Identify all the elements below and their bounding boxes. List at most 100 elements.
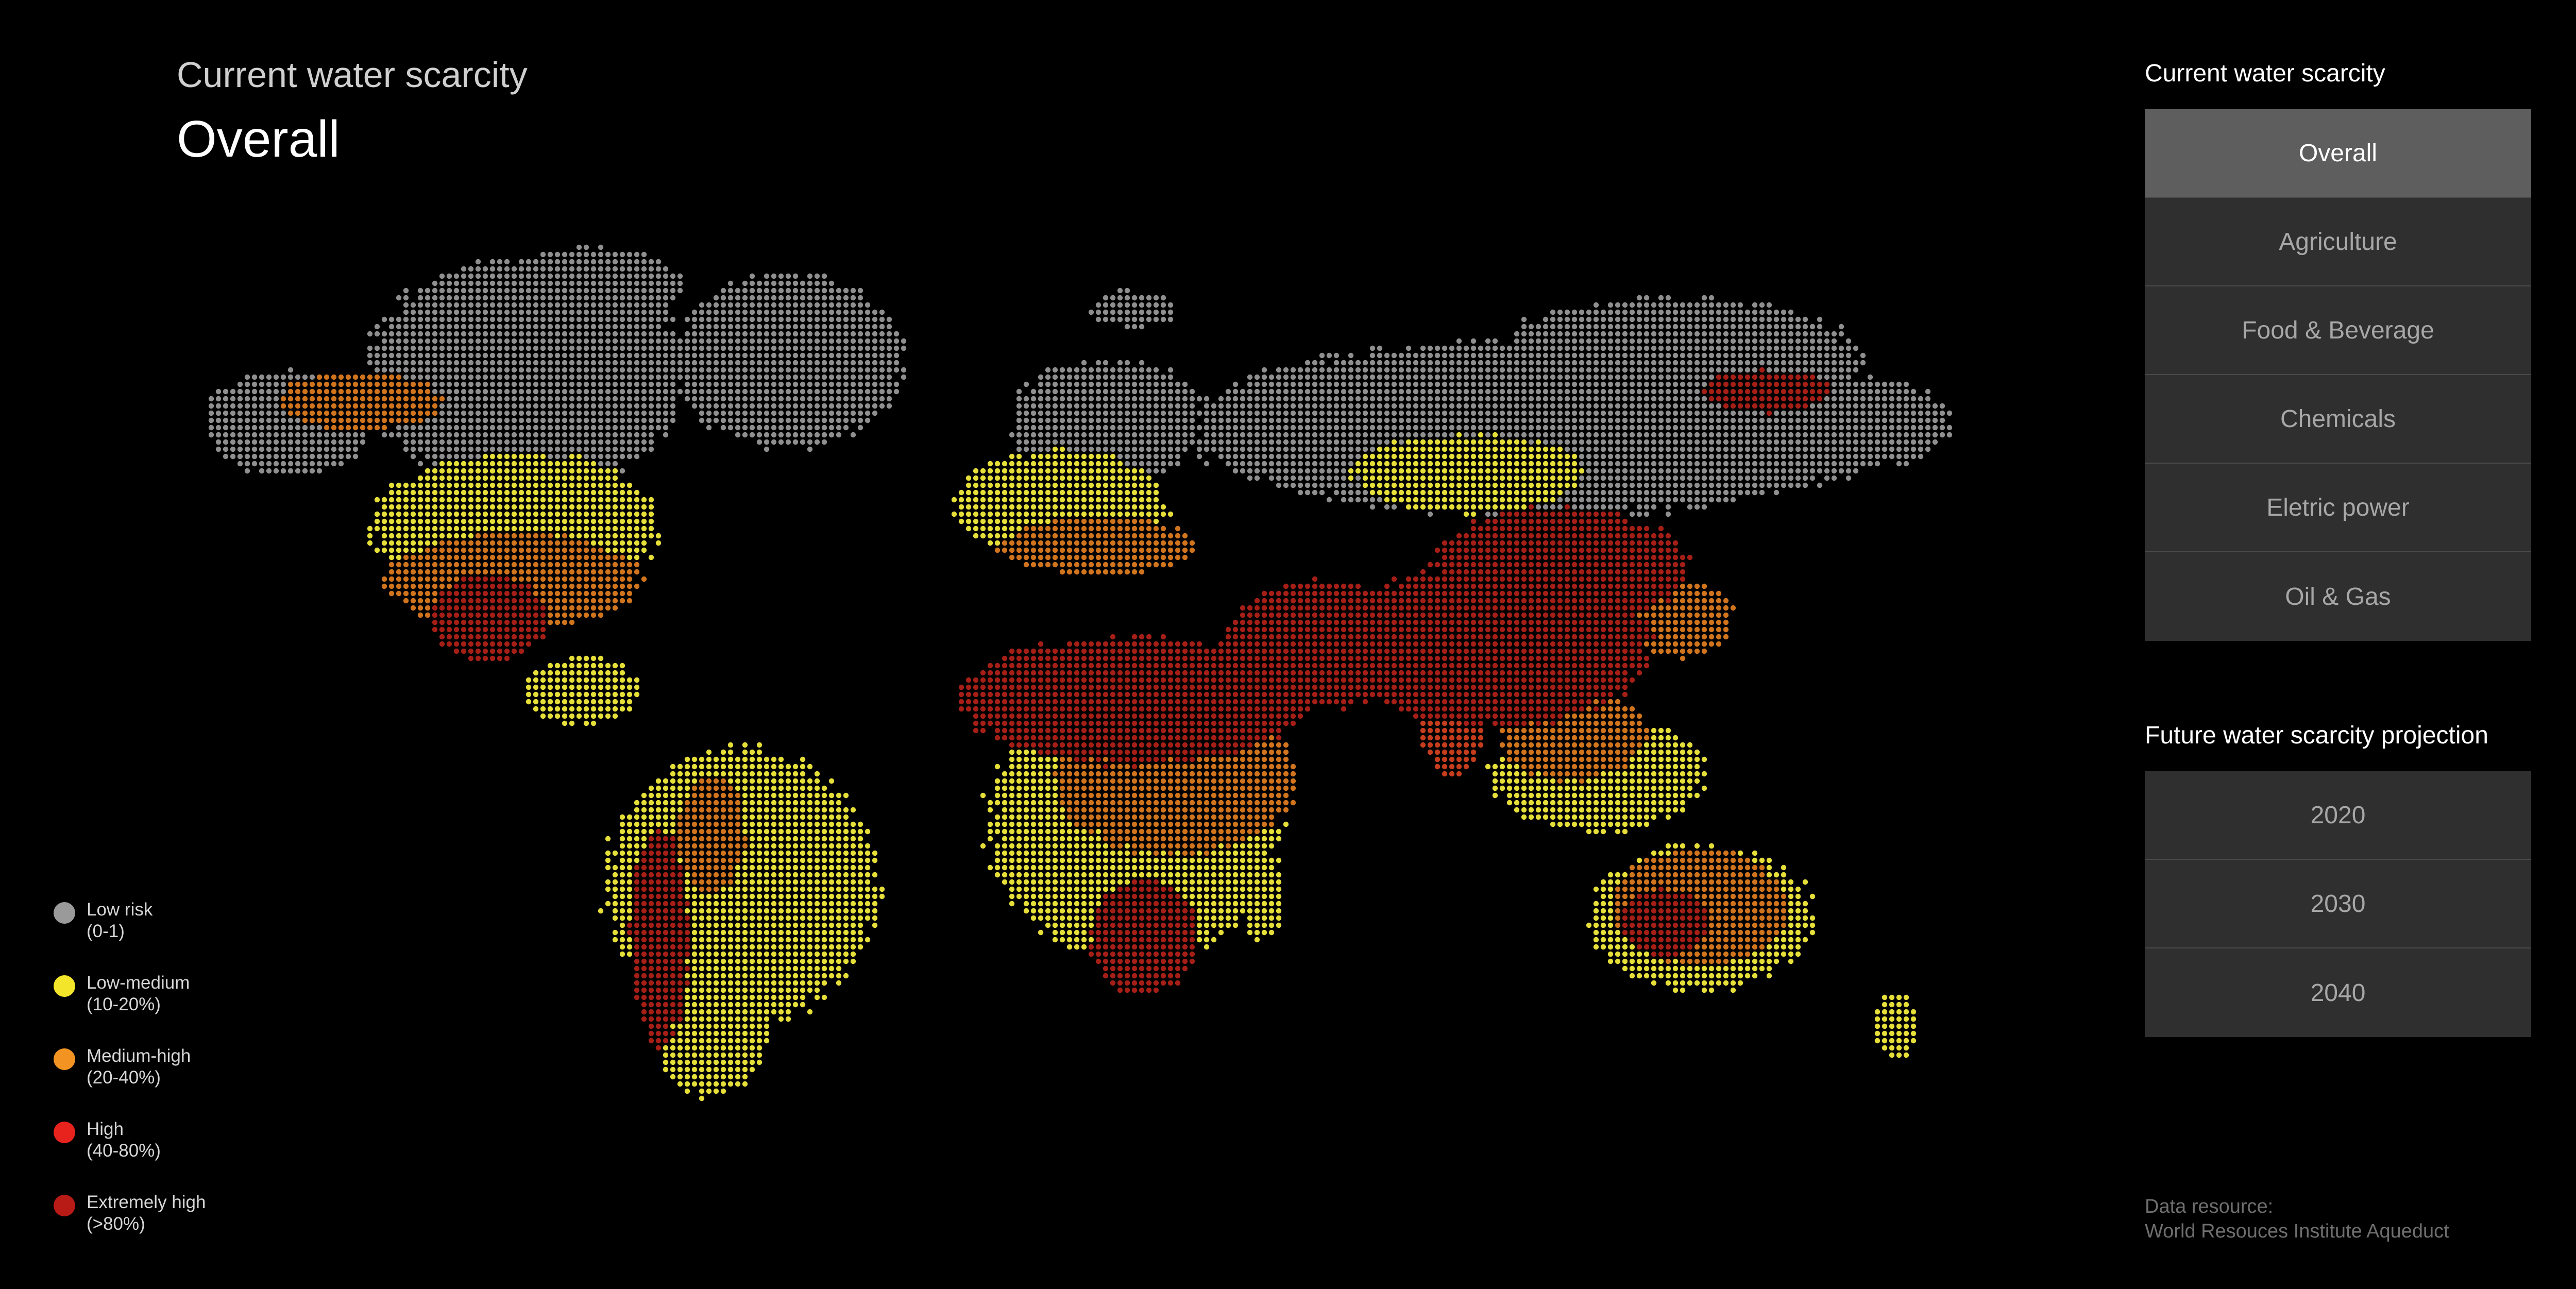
- map-dot: [1348, 432, 1354, 438]
- map-dot: [482, 468, 488, 474]
- map-dot: [554, 410, 561, 416]
- map-dot: [1182, 417, 1188, 423]
- map-dot: [1268, 396, 1275, 402]
- map-dot: [511, 482, 517, 488]
- map-dot: [1571, 403, 1578, 409]
- map-dot: [814, 316, 820, 323]
- map-dot: [1716, 475, 1722, 481]
- map-dot: [1860, 432, 1866, 438]
- map-dot: [1088, 468, 1094, 474]
- map-dot: [244, 403, 250, 409]
- map-dot: [1622, 302, 1628, 308]
- map-dot: [1564, 367, 1570, 373]
- map-dot: [634, 302, 640, 308]
- map-dot: [1651, 324, 1657, 330]
- map-dot: [1254, 388, 1260, 395]
- map-dot: [872, 324, 878, 330]
- map-dot: [461, 497, 467, 503]
- map-dot: [821, 324, 827, 330]
- map-dot: [1391, 461, 1397, 467]
- map-dot: [1867, 388, 1873, 395]
- map-dot: [1845, 446, 1852, 452]
- map-dot: [1485, 381, 1491, 387]
- map-dot: [1211, 417, 1217, 423]
- map-dot: [1319, 489, 1325, 496]
- map-dot: [1658, 453, 1664, 460]
- map-dot: [1752, 374, 1758, 380]
- map-dot: [388, 432, 395, 438]
- map-dot: [1882, 388, 1888, 395]
- map-dot: [1593, 331, 1599, 337]
- map-dot: [699, 396, 705, 402]
- map-dot: [691, 396, 698, 402]
- map-dot: [727, 295, 734, 301]
- map-dot: [634, 338, 640, 344]
- map-dot: [1716, 374, 1722, 380]
- map-dot: [1564, 425, 1570, 431]
- map-dot: [1312, 396, 1318, 402]
- map-dot: [1831, 381, 1837, 387]
- map-dot: [1066, 461, 1073, 467]
- map-dot: [396, 345, 402, 351]
- map-dot: [1384, 482, 1390, 488]
- map-dot: [1117, 287, 1123, 294]
- map-dot: [1088, 403, 1094, 409]
- map-dot: [1297, 432, 1303, 438]
- map-dot: [590, 461, 597, 467]
- map-dot: [381, 367, 387, 373]
- map-dot: [720, 302, 726, 308]
- map-dot: [1896, 439, 1902, 445]
- map-dot: [482, 331, 488, 337]
- map-dot: [345, 453, 351, 460]
- map-dot: [1708, 381, 1715, 387]
- map-dot: [1759, 367, 1765, 373]
- map-dot: [1117, 388, 1123, 395]
- map-dot: [1867, 461, 1873, 467]
- map-dot: [1384, 425, 1390, 431]
- map-dot: [605, 251, 611, 258]
- map-dot: [1434, 453, 1440, 460]
- map-dot: [475, 453, 481, 460]
- map-dot: [706, 324, 712, 330]
- map-dot: [1045, 439, 1051, 445]
- map-dot: [1809, 432, 1816, 438]
- map-dot: [1694, 316, 1700, 323]
- map-dot: [749, 324, 755, 330]
- map-dot: [547, 287, 553, 294]
- map-dot: [287, 425, 294, 431]
- map-dot: [1571, 439, 1578, 445]
- map-dot: [605, 489, 611, 496]
- map-dot: [1413, 360, 1419, 366]
- map-dot: [1860, 453, 1866, 460]
- map-dot: [1377, 417, 1383, 423]
- map-dot: [1593, 439, 1599, 445]
- map-dot: [612, 280, 618, 286]
- map-dot: [1528, 374, 1534, 380]
- map-dot: [735, 309, 741, 315]
- map-dot: [1261, 425, 1267, 431]
- map-dot: [1023, 504, 1029, 510]
- map-dot: [331, 403, 337, 409]
- map-dot: [1506, 439, 1513, 445]
- map-dot: [1687, 417, 1693, 423]
- map-dot: [1341, 367, 1347, 373]
- map-dot: [1672, 374, 1679, 380]
- map-dot: [1535, 504, 1541, 510]
- map-dot: [251, 381, 258, 387]
- map-dot: [1362, 381, 1368, 387]
- map-dot: [1514, 417, 1520, 423]
- map-dot: [1081, 475, 1087, 481]
- map-dot: [1066, 374, 1073, 380]
- map-dot: [1124, 324, 1130, 330]
- map-dot: [475, 273, 481, 279]
- map-dot: [1622, 316, 1628, 323]
- map-dot: [1918, 432, 1924, 438]
- map-dot: [1752, 388, 1758, 395]
- map-dot: [821, 302, 827, 308]
- map-dot: [1701, 475, 1707, 481]
- map-dot: [518, 352, 524, 359]
- map-dot: [1629, 425, 1635, 431]
- map-dot: [1449, 403, 1455, 409]
- map-dot: [1405, 403, 1412, 409]
- map-dot: [612, 381, 618, 387]
